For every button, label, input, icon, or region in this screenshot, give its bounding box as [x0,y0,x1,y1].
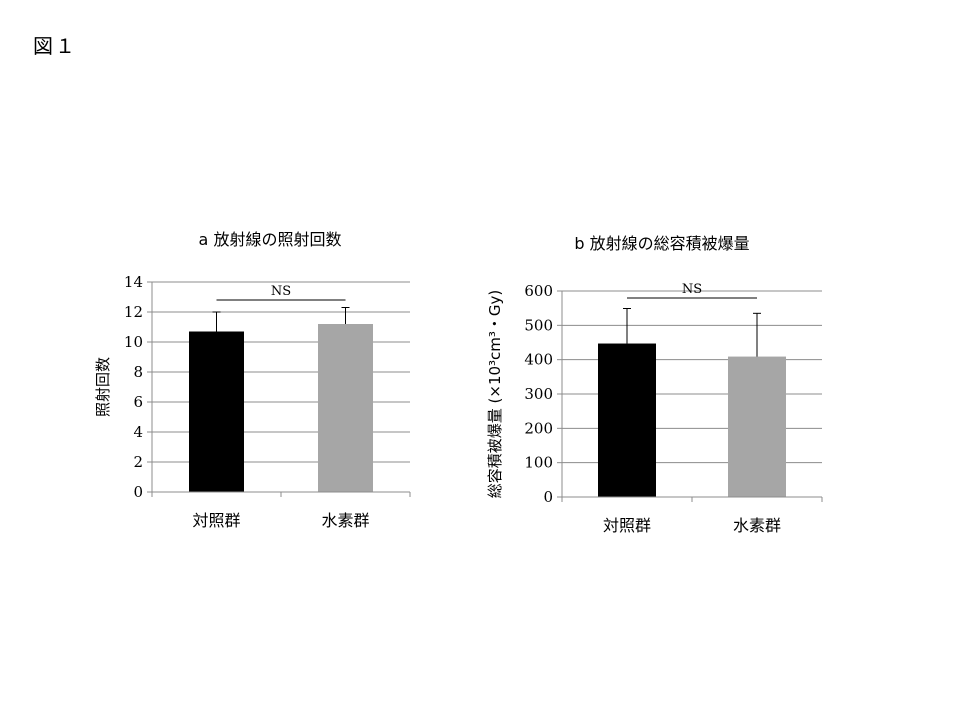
chart-b-category-label: 対照群 [603,516,651,535]
chart-b-category-label: 水素群 [733,516,781,535]
chart-a-title: a 放射線の照射回数 [199,230,342,249]
chart-b-y-tick-label: 200 [524,419,553,437]
chart-b-y-tick-label: 400 [524,351,553,369]
chart-b-y-tick-label: 100 [524,454,553,472]
chart-b-title: b 放射線の総容積被爆量 [574,234,749,253]
chart-b-significance-label: NS [682,282,702,297]
chart-a-category-label: 対照群 [192,511,240,530]
chart-a-bar-2 [318,324,373,492]
chart-a-y-tick-label: 10 [124,333,143,351]
chart-a-bar-1 [189,331,244,492]
chart-b-y-tick-label: 600 [524,282,553,300]
chart-a-category-label: 水素群 [321,511,369,530]
figure-label: 図１ [33,34,77,58]
chart-b-y-tick-label: 500 [524,316,553,334]
chart-b-y-tick-label: 300 [524,385,553,403]
chart-b-bar-2 [728,356,786,497]
chart-a-y-tick-label: 4 [133,423,143,441]
chart-a-y-tick-label: 0 [133,483,143,501]
chart-a-plot: 0 2 4 6 8 10 12 14 対照群 水素群 NS [124,273,411,530]
chart-b-plot: 0 100 200 300 400 500 600 対照群 水素群 NS [524,282,823,535]
chart-a-significance-label: NS [271,284,291,299]
chart-a: a 放射線の照射回数 照射回数 0 2 4 6 8 10 12 14 対照群 水素群 NS [94,230,411,530]
chart-b: b 放射線の総容積被爆量 総容積被爆量 (×10³cm³・Gy) 0 100 200… [486,234,823,535]
chart-a-y-tick-label: 14 [124,273,143,291]
chart-b-y-axis-label: 総容積被爆量 (×10³cm³・Gy) [486,290,504,499]
chart-a-y-tick-label: 8 [133,363,143,381]
chart-a-y-tick-label: 12 [124,303,143,321]
chart-b-y-tick-label: 0 [543,488,553,506]
chart-a-y-tick-label: 6 [133,393,143,411]
chart-b-bar-1 [598,343,656,497]
chart-a-y-tick-label: 2 [133,453,143,471]
chart-a-y-axis-label: 照射回数 [94,357,112,417]
